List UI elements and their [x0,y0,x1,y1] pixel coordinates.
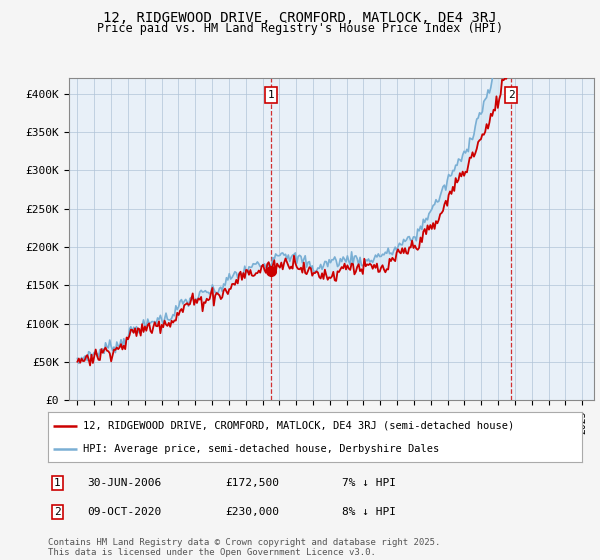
Text: 12, RIDGEWOOD DRIVE, CROMFORD, MATLOCK, DE4 3RJ (semi-detached house): 12, RIDGEWOOD DRIVE, CROMFORD, MATLOCK, … [83,421,514,431]
Text: 09-OCT-2020: 09-OCT-2020 [87,507,161,517]
Text: 2: 2 [508,90,515,100]
Text: Price paid vs. HM Land Registry's House Price Index (HPI): Price paid vs. HM Land Registry's House … [97,22,503,35]
Text: 7% ↓ HPI: 7% ↓ HPI [342,478,396,488]
Text: Contains HM Land Registry data © Crown copyright and database right 2025.
This d: Contains HM Land Registry data © Crown c… [48,538,440,557]
Text: 2: 2 [54,507,61,517]
Text: £230,000: £230,000 [225,507,279,517]
Text: 30-JUN-2006: 30-JUN-2006 [87,478,161,488]
Text: £172,500: £172,500 [225,478,279,488]
Text: 8% ↓ HPI: 8% ↓ HPI [342,507,396,517]
Text: HPI: Average price, semi-detached house, Derbyshire Dales: HPI: Average price, semi-detached house,… [83,445,439,454]
Text: 1: 1 [268,90,274,100]
Text: 1: 1 [54,478,61,488]
Text: 12, RIDGEWOOD DRIVE, CROMFORD, MATLOCK, DE4 3RJ: 12, RIDGEWOOD DRIVE, CROMFORD, MATLOCK, … [103,11,497,25]
